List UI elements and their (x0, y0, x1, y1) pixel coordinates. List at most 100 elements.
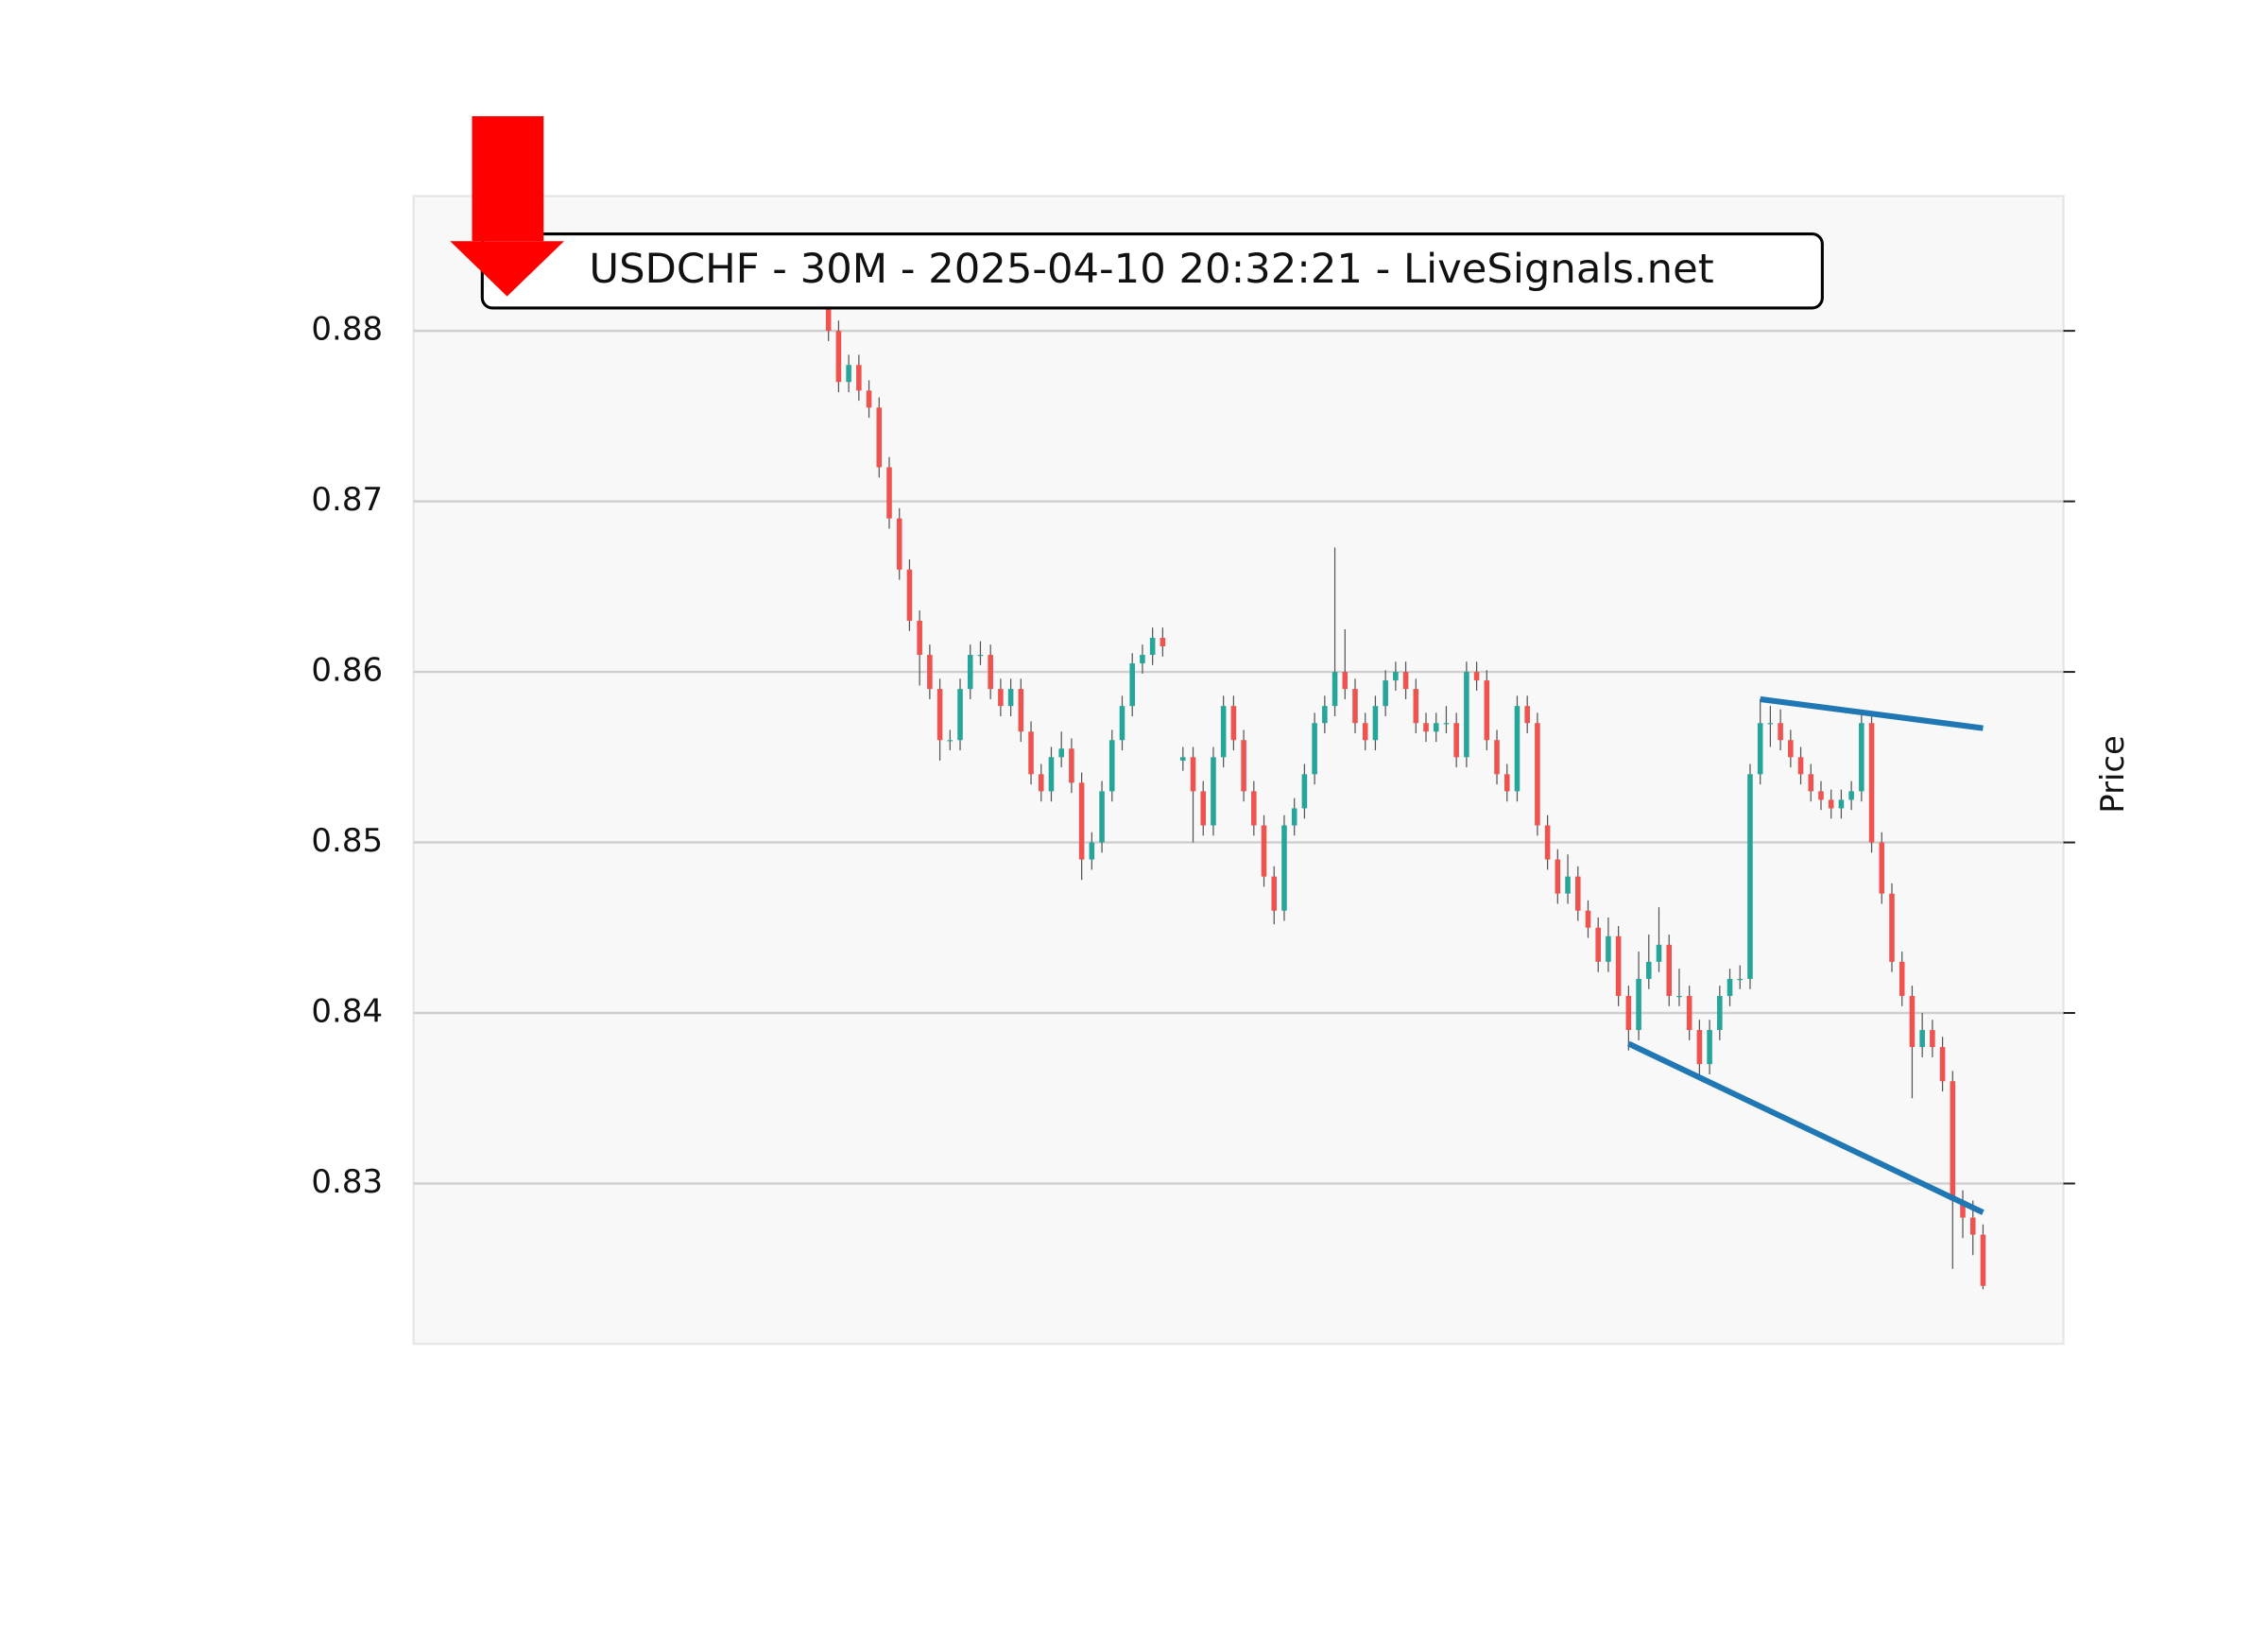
candle-body (886, 467, 892, 519)
y-tick-label: 0.83 (311, 1163, 383, 1200)
candle-body (1494, 740, 1500, 775)
chart-title: USDCHF - 30M - 2025-04-10 20:32:21 - Liv… (589, 246, 1713, 293)
candle-body (977, 655, 984, 657)
candle-body (927, 655, 933, 690)
candle-body (1211, 757, 1216, 826)
candle-body (1099, 791, 1105, 843)
candle-body (1939, 1047, 1946, 1082)
candle-body (1969, 1217, 1976, 1235)
candle-body (1686, 995, 1692, 1031)
candle-body (835, 331, 842, 383)
candle-body (1362, 723, 1368, 741)
sell-arrow (450, 115, 564, 297)
candle-body (967, 655, 973, 690)
candle-body (1595, 927, 1601, 962)
candle-body (1007, 689, 1014, 707)
candle-body (1899, 961, 1905, 996)
candle-body (1585, 910, 1591, 928)
candle-body (1230, 706, 1237, 741)
candle-body (1018, 689, 1024, 732)
y-axis-label: Price (2094, 735, 2131, 813)
candle-body (1180, 757, 1186, 761)
candle-body (1261, 825, 1267, 877)
candle-body (1555, 859, 1561, 894)
candle-body (1322, 706, 1328, 724)
candle-body (1149, 637, 1156, 656)
candle-body (1484, 680, 1490, 741)
candle-body (846, 365, 851, 383)
candle-body (866, 390, 872, 408)
candle-body (1717, 995, 1723, 1031)
candle-body (1859, 723, 1864, 792)
candle-body (936, 689, 943, 741)
candle-body (1038, 774, 1044, 792)
candle-body (1089, 842, 1095, 860)
y-tick-label: 0.86 (311, 652, 383, 689)
y-tick-label: 0.85 (311, 822, 383, 859)
candle-body (1058, 748, 1064, 758)
candle-body (825, 293, 832, 332)
candle-body (1342, 672, 1349, 690)
candle-body (896, 518, 902, 570)
candle-body (1666, 944, 1673, 996)
candle-body (1919, 1030, 1925, 1048)
candle-body (1950, 1081, 1956, 1201)
candle-body (1453, 723, 1459, 758)
candle-body (1108, 740, 1115, 792)
candle-body (1312, 723, 1317, 775)
candle-body (1636, 978, 1641, 1031)
trendline (1760, 695, 1984, 731)
candle-body (1473, 672, 1480, 681)
candle-body (1503, 774, 1510, 792)
candle-body (1433, 723, 1439, 732)
arrow-shaft (472, 115, 544, 242)
candle-body (1291, 808, 1297, 826)
candle-body (917, 620, 922, 656)
candle-body (947, 740, 954, 742)
candle-body (1220, 706, 1227, 758)
candle-body (1423, 723, 1429, 732)
candle-body (1747, 774, 1753, 979)
candle-body (1646, 961, 1652, 979)
candle-body (1960, 1200, 1966, 1218)
candle-body (1464, 672, 1469, 758)
candle-body (1241, 740, 1246, 792)
candle-body (1383, 680, 1388, 707)
candle-body (998, 689, 1004, 707)
candle-body (1848, 791, 1854, 800)
candle-body (1535, 723, 1540, 826)
candle-body (1757, 723, 1763, 775)
candle-body (1069, 748, 1074, 783)
candle-body (1048, 757, 1055, 792)
plot-area (412, 195, 2065, 1346)
candle-body (1788, 740, 1794, 758)
candle-body (1868, 723, 1875, 843)
candle-body (1797, 757, 1804, 775)
candle-body (1980, 1234, 1986, 1286)
candle-body (1808, 774, 1814, 792)
candle-body (1656, 944, 1662, 962)
candle-body (1544, 825, 1551, 860)
candle-body (957, 689, 963, 741)
candle-body (1119, 706, 1125, 741)
candle-body (1028, 731, 1034, 775)
candle-body (856, 365, 862, 391)
candle-body (1413, 689, 1419, 724)
candle-body (1889, 893, 1895, 962)
y-tick-label: 0.88 (311, 311, 383, 348)
candle-body (1838, 799, 1845, 809)
candle-body (1190, 757, 1196, 792)
candle-body (1625, 995, 1632, 1031)
candle-body (1352, 689, 1358, 724)
candle-body (1160, 637, 1166, 646)
arrow-head (450, 241, 564, 297)
candle-body (1707, 1030, 1712, 1065)
y-tick-label: 0.84 (311, 993, 383, 1030)
candle-body (1606, 935, 1611, 962)
candle-body (1727, 978, 1733, 996)
candle-body (1767, 723, 1774, 725)
candle-body (1140, 655, 1145, 664)
candle-body (1879, 842, 1885, 894)
plot-layer (413, 269, 2064, 1290)
